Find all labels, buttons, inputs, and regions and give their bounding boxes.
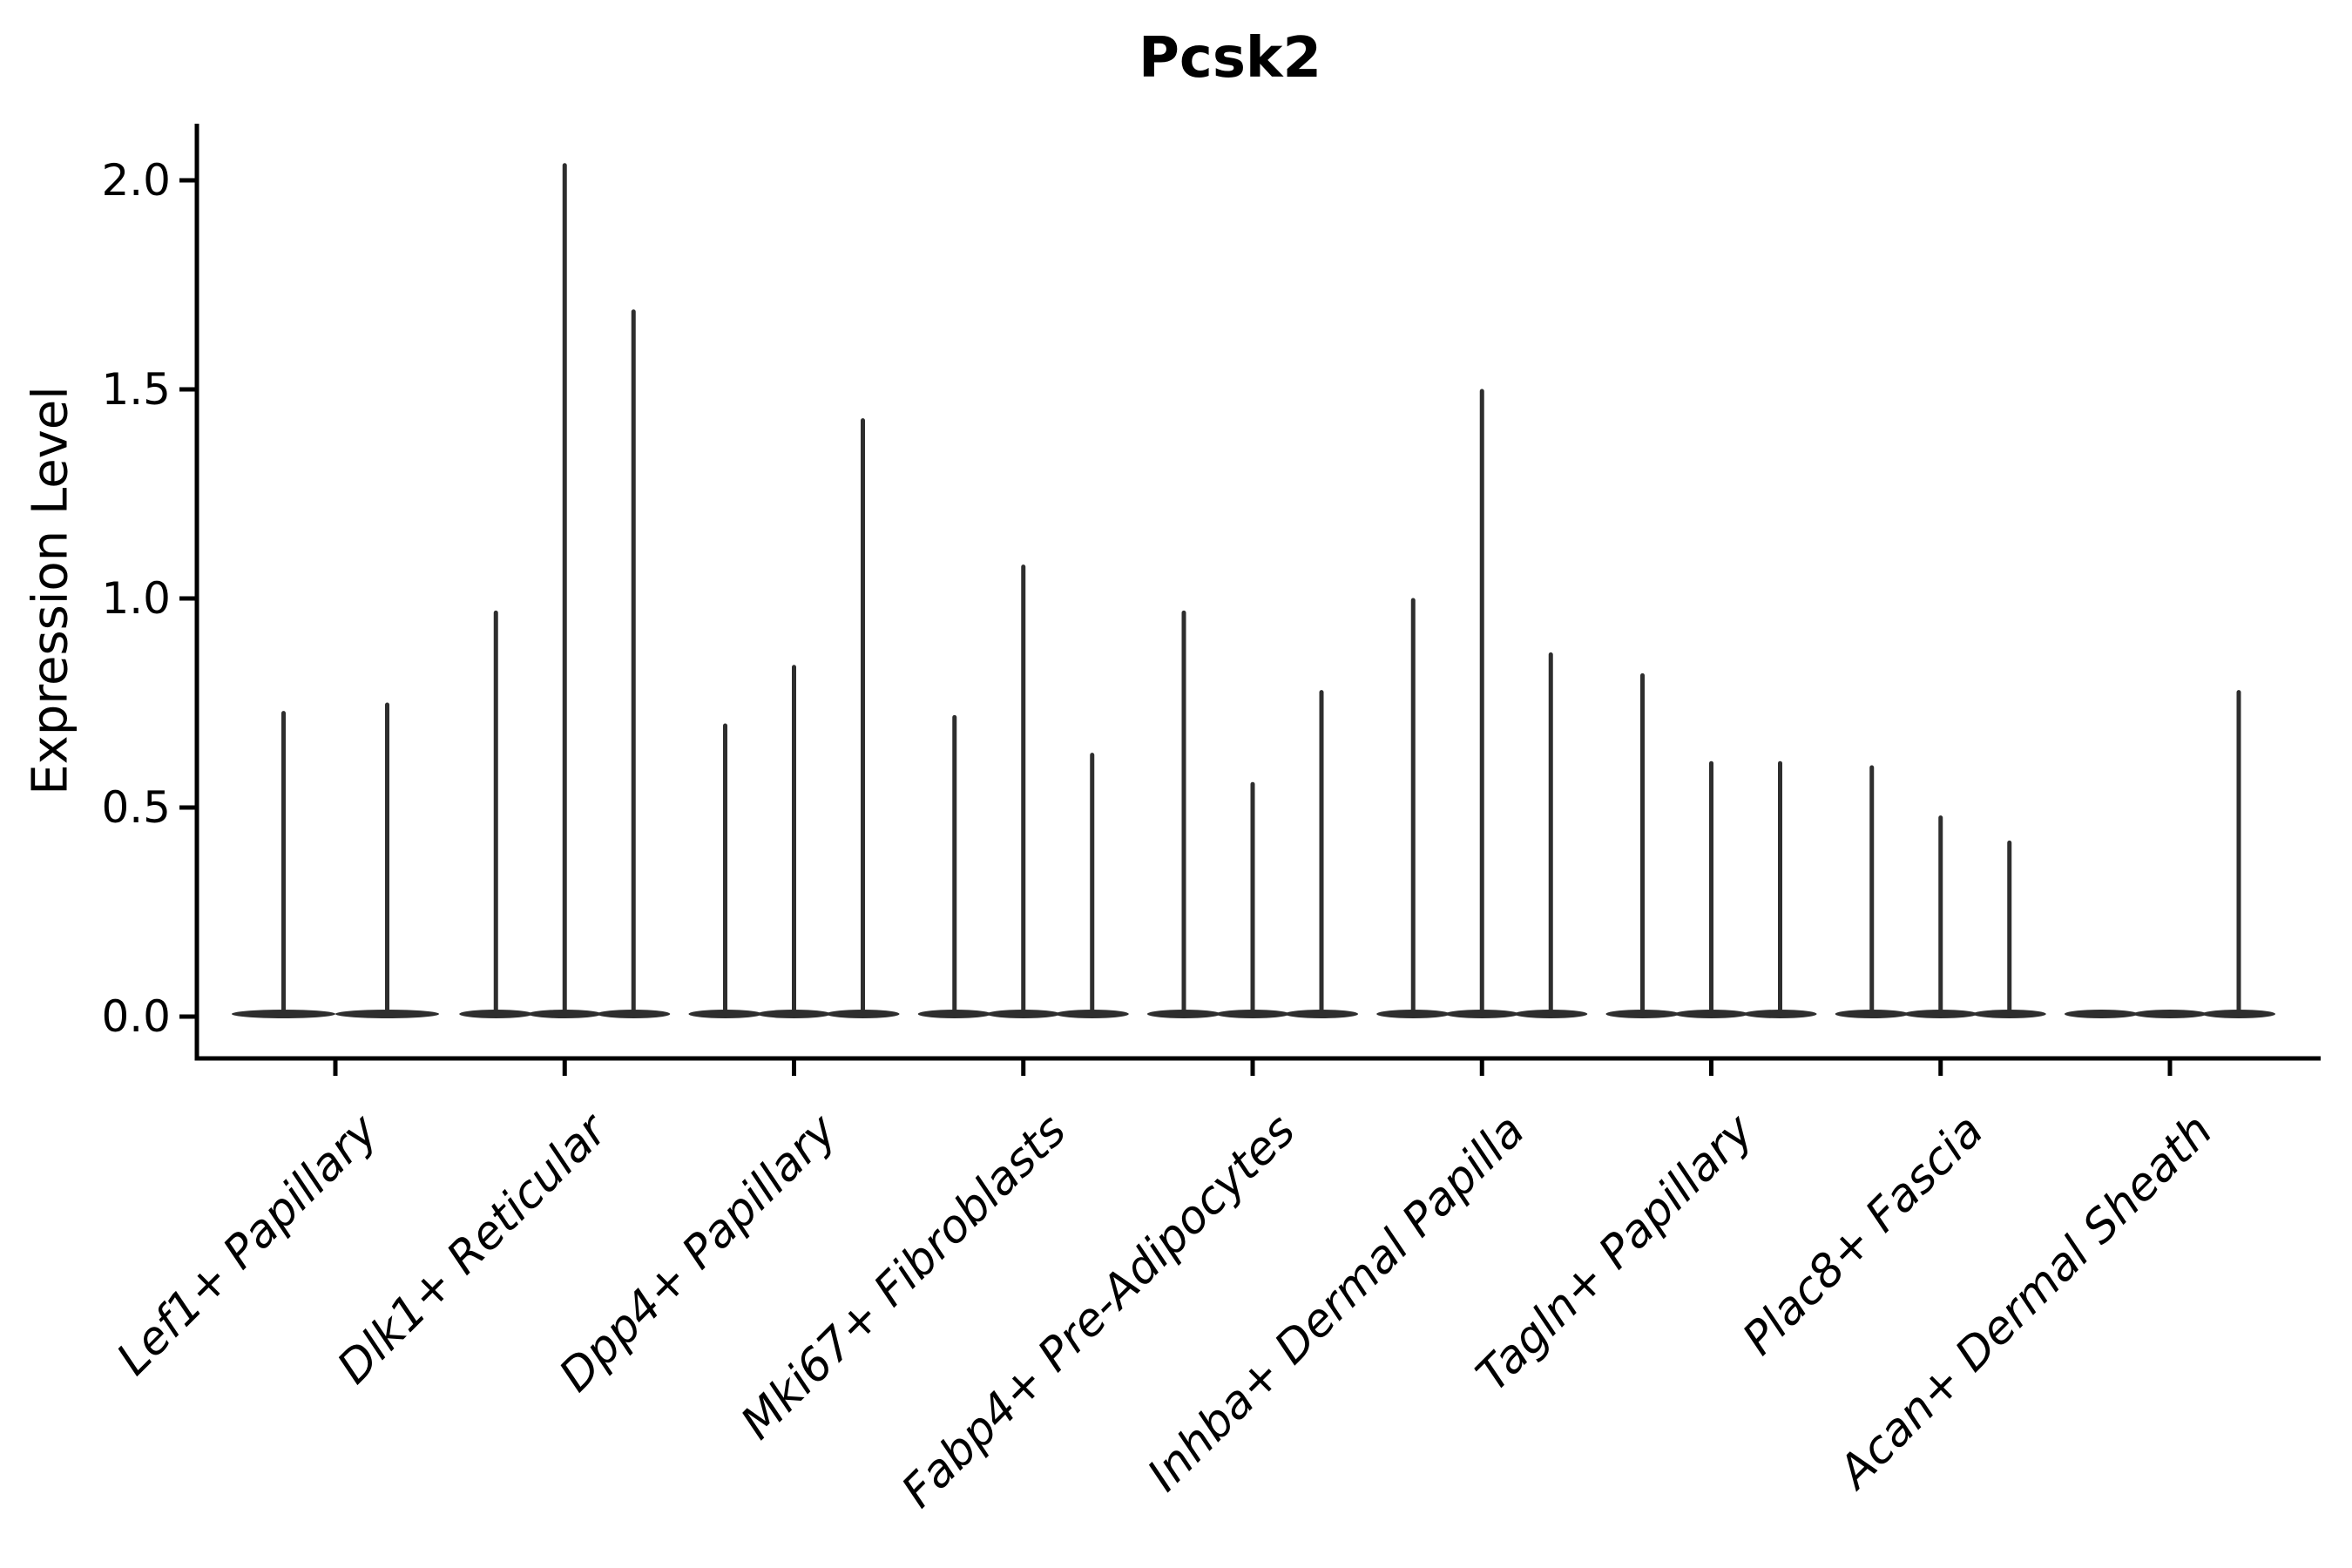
y-tick-label: 1.0: [101, 573, 171, 624]
y-tick-label: 2.0: [101, 155, 171, 206]
y-tick-label: 1.5: [101, 364, 171, 415]
y-tick-label: 0.5: [101, 782, 171, 833]
violin-base: [2133, 1010, 2207, 1018]
y-tick-label: 0.0: [101, 991, 171, 1042]
violin-base: [2065, 1010, 2138, 1018]
chart-title: Pcsk2: [1138, 26, 1322, 91]
